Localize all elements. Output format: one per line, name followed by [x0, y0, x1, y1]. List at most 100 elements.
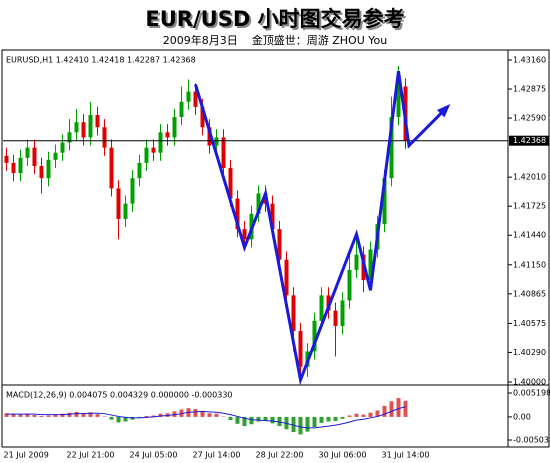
chart-title: EUR/USD 小时图交易参考 [145, 7, 404, 31]
price-annotation: EURUSD,H1 1.42410 1.42418 1.42287 1.4236… [6, 56, 196, 65]
macd-bar [256, 416, 261, 422]
macd-bar [81, 413, 86, 417]
macd-bar [88, 412, 93, 417]
candle-body [74, 122, 79, 133]
candle-body [60, 142, 65, 153]
candle-body [298, 331, 303, 367]
macd-bar [403, 400, 408, 417]
x-tick-label: 27 Jul 14:00 [193, 451, 241, 460]
macd-bar [263, 416, 268, 422]
candle-body [25, 147, 30, 158]
macd-bar [340, 416, 345, 419]
trend-line [194, 70, 449, 386]
candle-body [32, 147, 37, 166]
candle-body [95, 115, 100, 128]
candle-body [312, 320, 317, 352]
candle-body [354, 254, 359, 270]
macd-bar [312, 416, 317, 428]
y-tick-label: -0.00503 [513, 436, 549, 445]
y-tick-label: 1.41150 [513, 260, 546, 269]
candle-body [200, 106, 205, 128]
candle-body [242, 229, 247, 240]
macd-bar [298, 416, 303, 435]
macd-frame [1, 384, 550, 448]
candle-body [46, 159, 51, 179]
macd-bar [382, 405, 387, 417]
macd-bar [270, 416, 275, 424]
candle-body [291, 295, 296, 332]
candle-body [389, 117, 394, 179]
macd-bar [158, 413, 163, 417]
macd-bar [333, 416, 338, 422]
candle-body [4, 155, 9, 163]
candle-body [18, 157, 23, 174]
candle-body [228, 167, 233, 199]
candle-body [179, 101, 184, 118]
macd-bar [25, 413, 30, 417]
candle-body [284, 259, 289, 296]
macd-bar [354, 413, 359, 417]
candle-body [130, 178, 135, 204]
y-tick-label: 1.42875 [513, 85, 546, 94]
candle-body [270, 203, 275, 230]
y-tick-label: 1.40575 [513, 319, 546, 328]
last-price-box [509, 135, 549, 146]
y-tick-label: 0.00 [513, 412, 531, 421]
candle-body [347, 269, 352, 301]
y-tick-label: 1.40865 [513, 289, 546, 298]
x-tick-label: 30 Jul 06:00 [319, 451, 367, 460]
y-tick-label: 1.41725 [513, 202, 546, 211]
candle-body [11, 162, 16, 174]
macd-bar [53, 414, 58, 417]
macd-bar [18, 414, 23, 417]
candle-body [144, 147, 149, 163]
macd-bar [242, 416, 247, 427]
candle-body [333, 310, 338, 326]
candle-body [123, 203, 128, 219]
macd-bar [60, 413, 65, 417]
macd-bar [235, 416, 240, 424]
macd-bar [39, 415, 44, 417]
title-shadow: EUR/USD 小时图交易参考 [147, 9, 406, 33]
candle-body [172, 117, 177, 138]
candle-body [340, 300, 345, 326]
candle-body [151, 147, 156, 153]
candle-body [137, 162, 142, 179]
macd-bar [326, 416, 331, 422]
candle-body [368, 249, 373, 281]
macd-annotation: MACD(12,26,9) 0.004075 0.004329 0.000000… [6, 391, 233, 400]
macd-bar [368, 412, 373, 417]
y-tick-label: 1.40290 [513, 348, 546, 357]
chart-subtitle: 2009年8月3日 金顶盛世：周游 ZHOU You [163, 33, 387, 47]
candle-body [277, 229, 282, 260]
candle-body [319, 295, 324, 321]
macd-bar [347, 415, 352, 417]
macd-bar [207, 413, 212, 417]
macd-bar [396, 398, 401, 417]
candle-body [207, 127, 212, 146]
candle-body [158, 132, 163, 153]
macd-bar [123, 416, 128, 422]
macd-bar [214, 413, 219, 417]
macd-bar [4, 413, 9, 417]
x-tick-label: 21 Jul 2009 [4, 451, 49, 460]
y-tick-label: 1.41440 [513, 231, 546, 240]
candle-body [102, 127, 107, 148]
macd-bar [389, 401, 394, 417]
y-tick-label: 1.42010 [513, 173, 546, 182]
candle-body [109, 147, 114, 189]
arrow-head [436, 104, 451, 118]
x-tick-label: 24 Jul 05:00 [130, 451, 178, 460]
macd-bar [109, 416, 114, 420]
signal-line [6, 406, 406, 429]
candle-body [39, 165, 44, 179]
y-tick-label: 1.43160 [513, 55, 546, 64]
y-tick-label: 0.005198 [513, 389, 550, 398]
macd-bar [116, 416, 121, 423]
macd-bar [151, 415, 156, 417]
macd-bar [319, 416, 324, 423]
candle-body [67, 132, 72, 143]
macd-bar [193, 409, 198, 417]
candle-body [193, 91, 198, 107]
